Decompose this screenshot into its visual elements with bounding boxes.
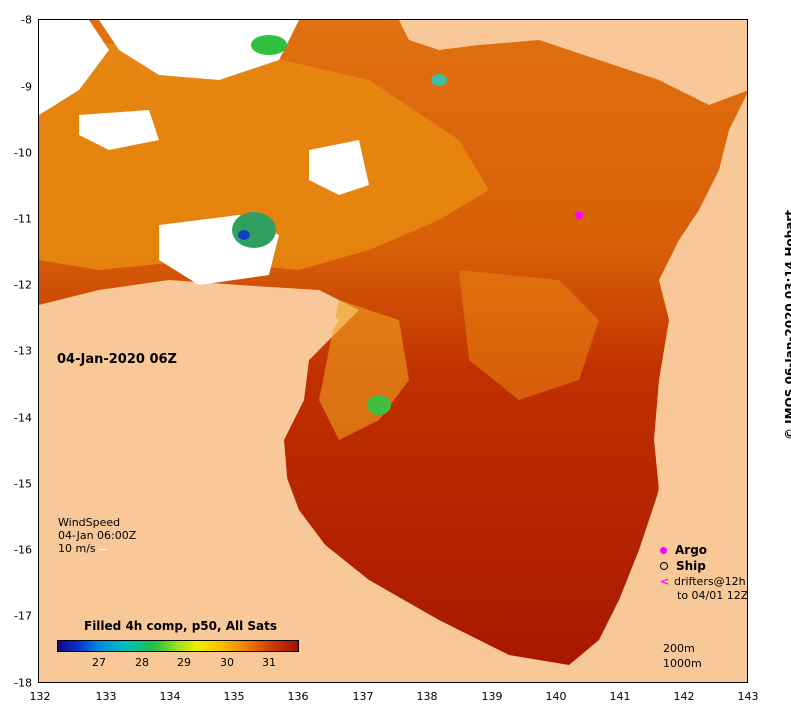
temperature-colorbar (57, 640, 299, 652)
y-tick-label: -10 (14, 146, 32, 160)
y-tick-label: -12 (14, 278, 32, 292)
x-tick-label: 141 (609, 690, 631, 703)
x-tick-label: 140 (545, 690, 567, 703)
land-cape-york (599, 118, 747, 682)
legend-drifters-label: drifters@12h (674, 575, 746, 588)
cold-spot (232, 212, 276, 248)
wind-legend-scale: 10 m/s (58, 542, 136, 555)
colorbar-tick: 31 (262, 656, 276, 669)
wind-legend-title: WindSpeed (58, 516, 121, 529)
credit-text: © IMOS 06-Jan-2020 03:14 Hobart (783, 210, 791, 440)
sea-cool-patch (39, 40, 489, 270)
y-tick-label: -8 (21, 13, 32, 27)
symbol-legend: Argo Ship < drifters@12h to 04/01 12Z (660, 543, 748, 605)
ship-icon (660, 562, 668, 570)
x-tick-label: 143 (737, 690, 759, 703)
wind-scale-text: 10 m/s (58, 542, 96, 555)
map-frame (38, 19, 748, 683)
y-tick-label: -11 (14, 212, 32, 226)
map-date-label: 04-Jan-2020 06Z (57, 352, 177, 367)
argo-marker (575, 211, 583, 219)
x-tick-label: 137 (352, 690, 374, 703)
colorbar-tick: 28 (135, 656, 149, 669)
y-tick-label: -18 (14, 676, 32, 690)
x-tick-label: 139 (481, 690, 503, 703)
cloud-gap (309, 140, 369, 195)
x-tick-label: 132 (29, 690, 51, 703)
legend-drifters: < drifters@12h (660, 575, 748, 589)
land-new-guinea (399, 20, 747, 105)
legend-drifters-time-label: to 04/01 12Z (677, 589, 749, 602)
legend-ship-label: Ship (676, 559, 706, 573)
depth-1000m-label: 1000m (663, 657, 702, 670)
wind-arrow-icon (99, 548, 108, 550)
sea-cool-patch (459, 270, 599, 400)
x-tick-label: 133 (95, 690, 117, 703)
legend-argo: Argo (660, 543, 748, 559)
cold-spot (431, 74, 447, 86)
colorbar-tick: 27 (92, 656, 106, 669)
depth-200m-label: 200m (663, 642, 695, 655)
x-tick-label: 135 (223, 690, 245, 703)
y-tick-label: -17 (14, 609, 32, 623)
legend-ship: Ship (660, 559, 748, 575)
x-tick-label: 138 (416, 690, 438, 703)
land-arnhem (39, 282, 555, 682)
colorbar-tick: 29 (177, 656, 191, 669)
y-tick-label: -14 (14, 411, 32, 425)
colorbar-title: Filled 4h comp, p50, All Sats (84, 619, 278, 633)
wind-legend: WindSpeed 04-Jan 06:00Z 10 m/s (58, 516, 136, 555)
y-tick-label: -13 (14, 344, 32, 358)
cloud-gap (79, 110, 159, 150)
x-tick-label: 136 (287, 690, 309, 703)
y-tick-label: -9 (21, 80, 32, 94)
cold-spot (251, 35, 287, 55)
x-tick-label: 142 (673, 690, 695, 703)
sea-surface-temperature-map (39, 20, 747, 682)
x-tick-label: 134 (159, 690, 181, 703)
wind-legend-time: 04-Jan 06:00Z (58, 529, 137, 542)
y-tick-label: -15 (14, 477, 32, 491)
legend-argo-label: Argo (675, 543, 708, 557)
cold-spot (367, 395, 391, 415)
cloud-gap (99, 20, 299, 80)
depth-contour-legend: 200m 1000m (663, 641, 702, 671)
cloud-gap (39, 20, 109, 115)
cold-spot (238, 230, 250, 240)
legend-drifters-time: to 04/01 12Z (660, 589, 748, 605)
drifter-icon: < (660, 575, 670, 588)
argo-icon (660, 547, 667, 554)
y-tick-label: -16 (14, 543, 32, 557)
colorbar-tick: 30 (220, 656, 234, 669)
